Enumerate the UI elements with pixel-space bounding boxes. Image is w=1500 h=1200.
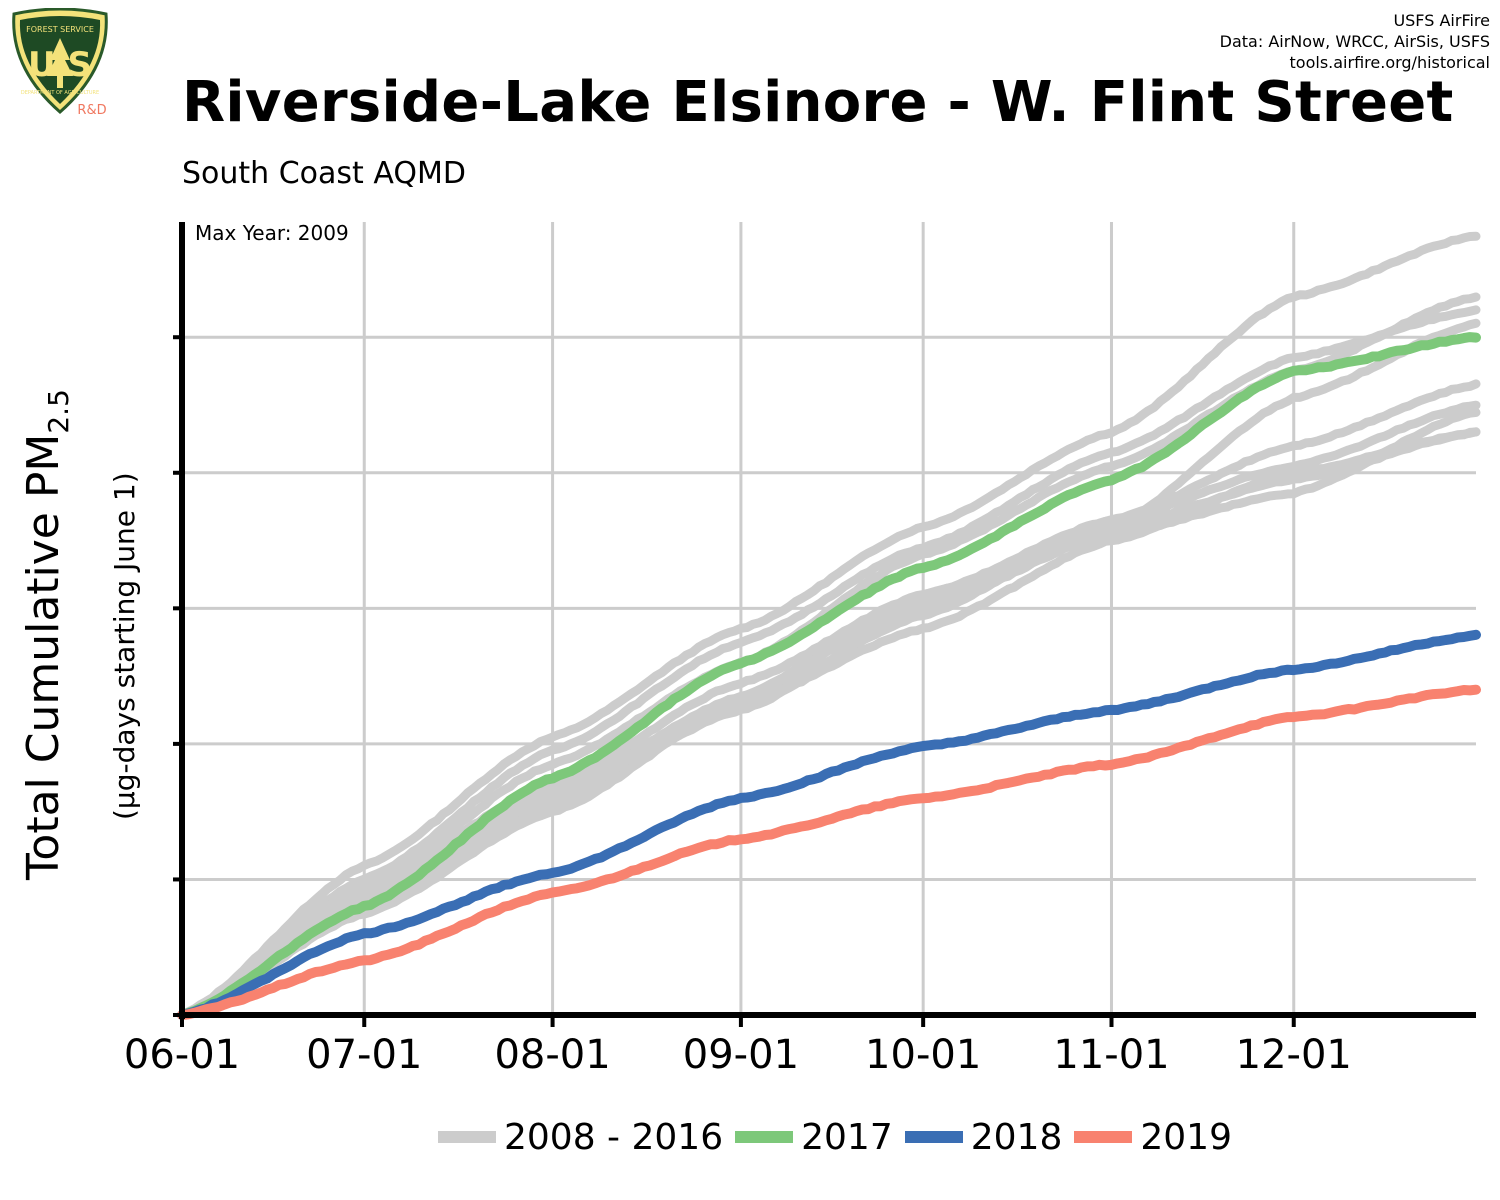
- tree-icon: [47, 38, 73, 88]
- legend-swatch: [735, 1131, 794, 1143]
- x-tick-label: 11-01: [1053, 1032, 1169, 1078]
- legend-label: 2018: [970, 1116, 1063, 1158]
- logo-badge: R&D: [77, 103, 106, 118]
- credit-line: USFS AirFire: [1393, 11, 1490, 30]
- legend-swatch: [1074, 1131, 1133, 1143]
- legend-label: 2019: [1140, 1116, 1232, 1158]
- grid: [182, 222, 1476, 1015]
- series-line: [177, 400, 1481, 1020]
- logo-top-text: FOREST SERVICE: [26, 25, 94, 34]
- legend-item: 2018: [904, 1116, 1063, 1158]
- series-line: [177, 629, 1481, 1020]
- legend-item: 2008 - 2016: [438, 1117, 723, 1158]
- series-line: [177, 427, 1481, 1020]
- legend-swatch: [904, 1131, 963, 1143]
- chart-title: Riverside-Lake Elsinore - W. Flint Stree…: [182, 70, 1454, 135]
- x-tick-label: 10-01: [865, 1032, 981, 1078]
- logo-bottom-text: DEPARTMENT OF AGRICULTURE: [21, 90, 99, 96]
- legend-item: 2019: [1074, 1117, 1232, 1158]
- series-line: [177, 684, 1481, 1020]
- legend-label: 2008 - 2016: [504, 1116, 724, 1158]
- legend-label: 2017: [801, 1116, 893, 1158]
- max-year-annotation: Max Year: 2009: [195, 221, 349, 245]
- x-tick-label: 06-01: [124, 1032, 240, 1078]
- x-tick-label: 07-01: [306, 1032, 422, 1078]
- legend: 2008 - 2016 2017 2018 2019: [0, 1112, 1500, 1162]
- series-line: [177, 332, 1481, 1020]
- credits: USFS AirFire Data: AirNow, WRCC, AirSis,…: [1220, 10, 1490, 73]
- forest-service-logo: FOREST SERVICE U S DEPARTMENT OF AGRICUL…: [12, 8, 108, 118]
- series-group: [177, 231, 1481, 1020]
- x-tick-label: 08-01: [494, 1032, 610, 1078]
- series-line: [177, 231, 1481, 1020]
- x-tick-label: 09-01: [683, 1032, 799, 1078]
- x-tick-label: 12-01: [1236, 1032, 1352, 1078]
- credit-line: tools.airfire.org/historical: [1289, 53, 1490, 72]
- chart-subtitle: South Coast AQMD: [182, 156, 466, 191]
- axes: 06-01 07-01 08-01 09-01 10-01 11-01 12-01: [124, 222, 1476, 1078]
- legend-swatch: [438, 1131, 496, 1143]
- legend-item: 2017: [735, 1117, 893, 1158]
- series-line: [177, 305, 1481, 1020]
- credit-line: Data: AirNow, WRCC, AirSis, USFS: [1219, 32, 1490, 51]
